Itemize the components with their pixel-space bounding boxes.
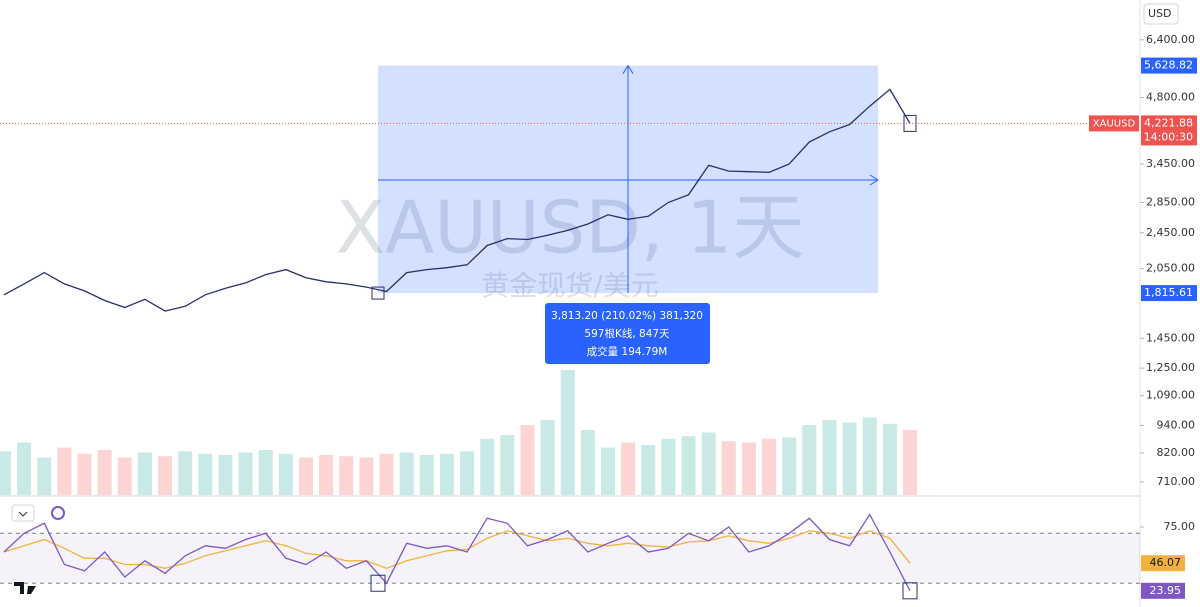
volume-bar xyxy=(419,455,434,495)
volume-bar xyxy=(601,447,615,495)
volume-bar xyxy=(137,452,152,495)
y-tick-label: 2,450.00 xyxy=(1146,226,1195,239)
volume-bar xyxy=(641,445,656,495)
volume-bar xyxy=(580,430,595,495)
volume-bar xyxy=(359,457,374,495)
volume-bar xyxy=(379,453,394,495)
volume-bar xyxy=(882,423,897,495)
logo xyxy=(14,582,36,594)
last-price-label: 4,221.88 xyxy=(1144,116,1193,129)
countdown: 14:00:30 xyxy=(1144,130,1193,143)
y-tick-label: 1,450.00 xyxy=(1146,331,1195,344)
range-high-label: 5,628.82 xyxy=(1144,59,1193,72)
anchor-box xyxy=(370,574,386,592)
refresh-icon[interactable] xyxy=(51,506,65,520)
collapse-button[interactable] xyxy=(11,504,35,522)
rsi-tag xyxy=(1141,582,1185,599)
volume-bar xyxy=(117,457,132,495)
volume-bar xyxy=(520,425,535,495)
currency-button[interactable] xyxy=(1143,3,1179,25)
volume-bar xyxy=(903,430,917,495)
rsi-value-label: 46.07 xyxy=(1150,556,1182,569)
y-tick-label: 820.00 xyxy=(1157,446,1196,459)
range-low-tag xyxy=(1141,285,1197,302)
symbol-tag xyxy=(1089,115,1139,132)
volume-bar xyxy=(862,417,877,495)
volume-bar xyxy=(158,456,173,495)
measure-text: 597根K线, 847天 xyxy=(584,327,670,340)
volume-bar xyxy=(540,420,555,495)
volume-bar xyxy=(701,432,716,495)
symbol-label: XAUUSD xyxy=(1093,118,1136,129)
volume-bar xyxy=(77,453,92,495)
volume-bar xyxy=(238,452,253,495)
anchor-box xyxy=(902,582,918,600)
measure-text: 成交量 194.79M xyxy=(587,345,668,358)
volume-bar xyxy=(500,435,515,495)
y-tick-label: 1,250.00 xyxy=(1146,361,1195,374)
volume-bar xyxy=(762,438,777,495)
y-tick-label: 940.00 xyxy=(1157,418,1196,431)
volume-bar xyxy=(339,456,354,495)
volume-bar xyxy=(57,447,72,495)
y-tick-label: 2,850.00 xyxy=(1146,195,1195,208)
y-tick-label: 710.00 xyxy=(1157,475,1196,488)
volume-bar xyxy=(218,455,233,495)
volume-bar xyxy=(278,453,293,495)
watermark-title: XAUUSD, 1天 xyxy=(336,186,805,270)
measure-arrow xyxy=(378,64,879,294)
y-tick-label: 3,450.00 xyxy=(1146,157,1195,170)
volume-bar xyxy=(258,450,273,495)
volume-bar xyxy=(621,442,636,495)
volume-bar xyxy=(37,457,52,495)
rsi-line xyxy=(3,513,911,592)
range-high-tag xyxy=(1141,57,1197,74)
measure-info xyxy=(545,303,710,364)
volume-bar xyxy=(721,441,736,495)
y-tick-label: 75.00 xyxy=(1164,520,1196,533)
price-line xyxy=(3,88,911,312)
volume-bar xyxy=(842,422,857,495)
volume-bar xyxy=(741,442,756,495)
volume-bar xyxy=(822,420,837,495)
anchor-box xyxy=(371,286,385,300)
volume-bar xyxy=(480,438,495,495)
volume-bar xyxy=(178,451,193,495)
volume-bar xyxy=(681,436,696,495)
volume-bar xyxy=(299,457,313,495)
last-price-tag xyxy=(1141,115,1197,146)
chevron xyxy=(18,511,28,517)
rsi-band xyxy=(0,533,1140,584)
y-tick-label: 2,050.00 xyxy=(1146,262,1195,275)
y-tick-label: 4,800.00 xyxy=(1146,91,1195,104)
price-pane: 6,400.00 4,800.00 3,450.00 2,850.00 2,450.00… xyxy=(0,33,1197,600)
volume-bar xyxy=(97,450,112,495)
volume-bar xyxy=(319,455,334,495)
currency-label: USD xyxy=(1148,7,1172,20)
volume-bar xyxy=(460,451,475,495)
rsi-value-label: 23.95 xyxy=(1150,584,1182,597)
volume-bar xyxy=(198,453,213,495)
volume-bar xyxy=(0,451,11,495)
volume-bar xyxy=(17,442,32,495)
measure-text: 3,813.20 (210.02%) 381,320 xyxy=(551,310,703,322)
range-low-label: 1,815.61 xyxy=(1144,286,1193,299)
volume-bar xyxy=(560,370,575,495)
volume-bar xyxy=(802,425,817,495)
volume-bar xyxy=(782,437,797,495)
y-tick-label: 1,090.00 xyxy=(1146,389,1195,402)
rsi-tag xyxy=(1141,555,1185,572)
volume-bar xyxy=(661,438,676,495)
watermark-subtitle: 黄金现货/美元 xyxy=(481,269,658,302)
volume-bar xyxy=(399,452,414,495)
y-tick-label: 6,400.00 xyxy=(1146,33,1195,46)
volume-bar xyxy=(439,453,454,495)
